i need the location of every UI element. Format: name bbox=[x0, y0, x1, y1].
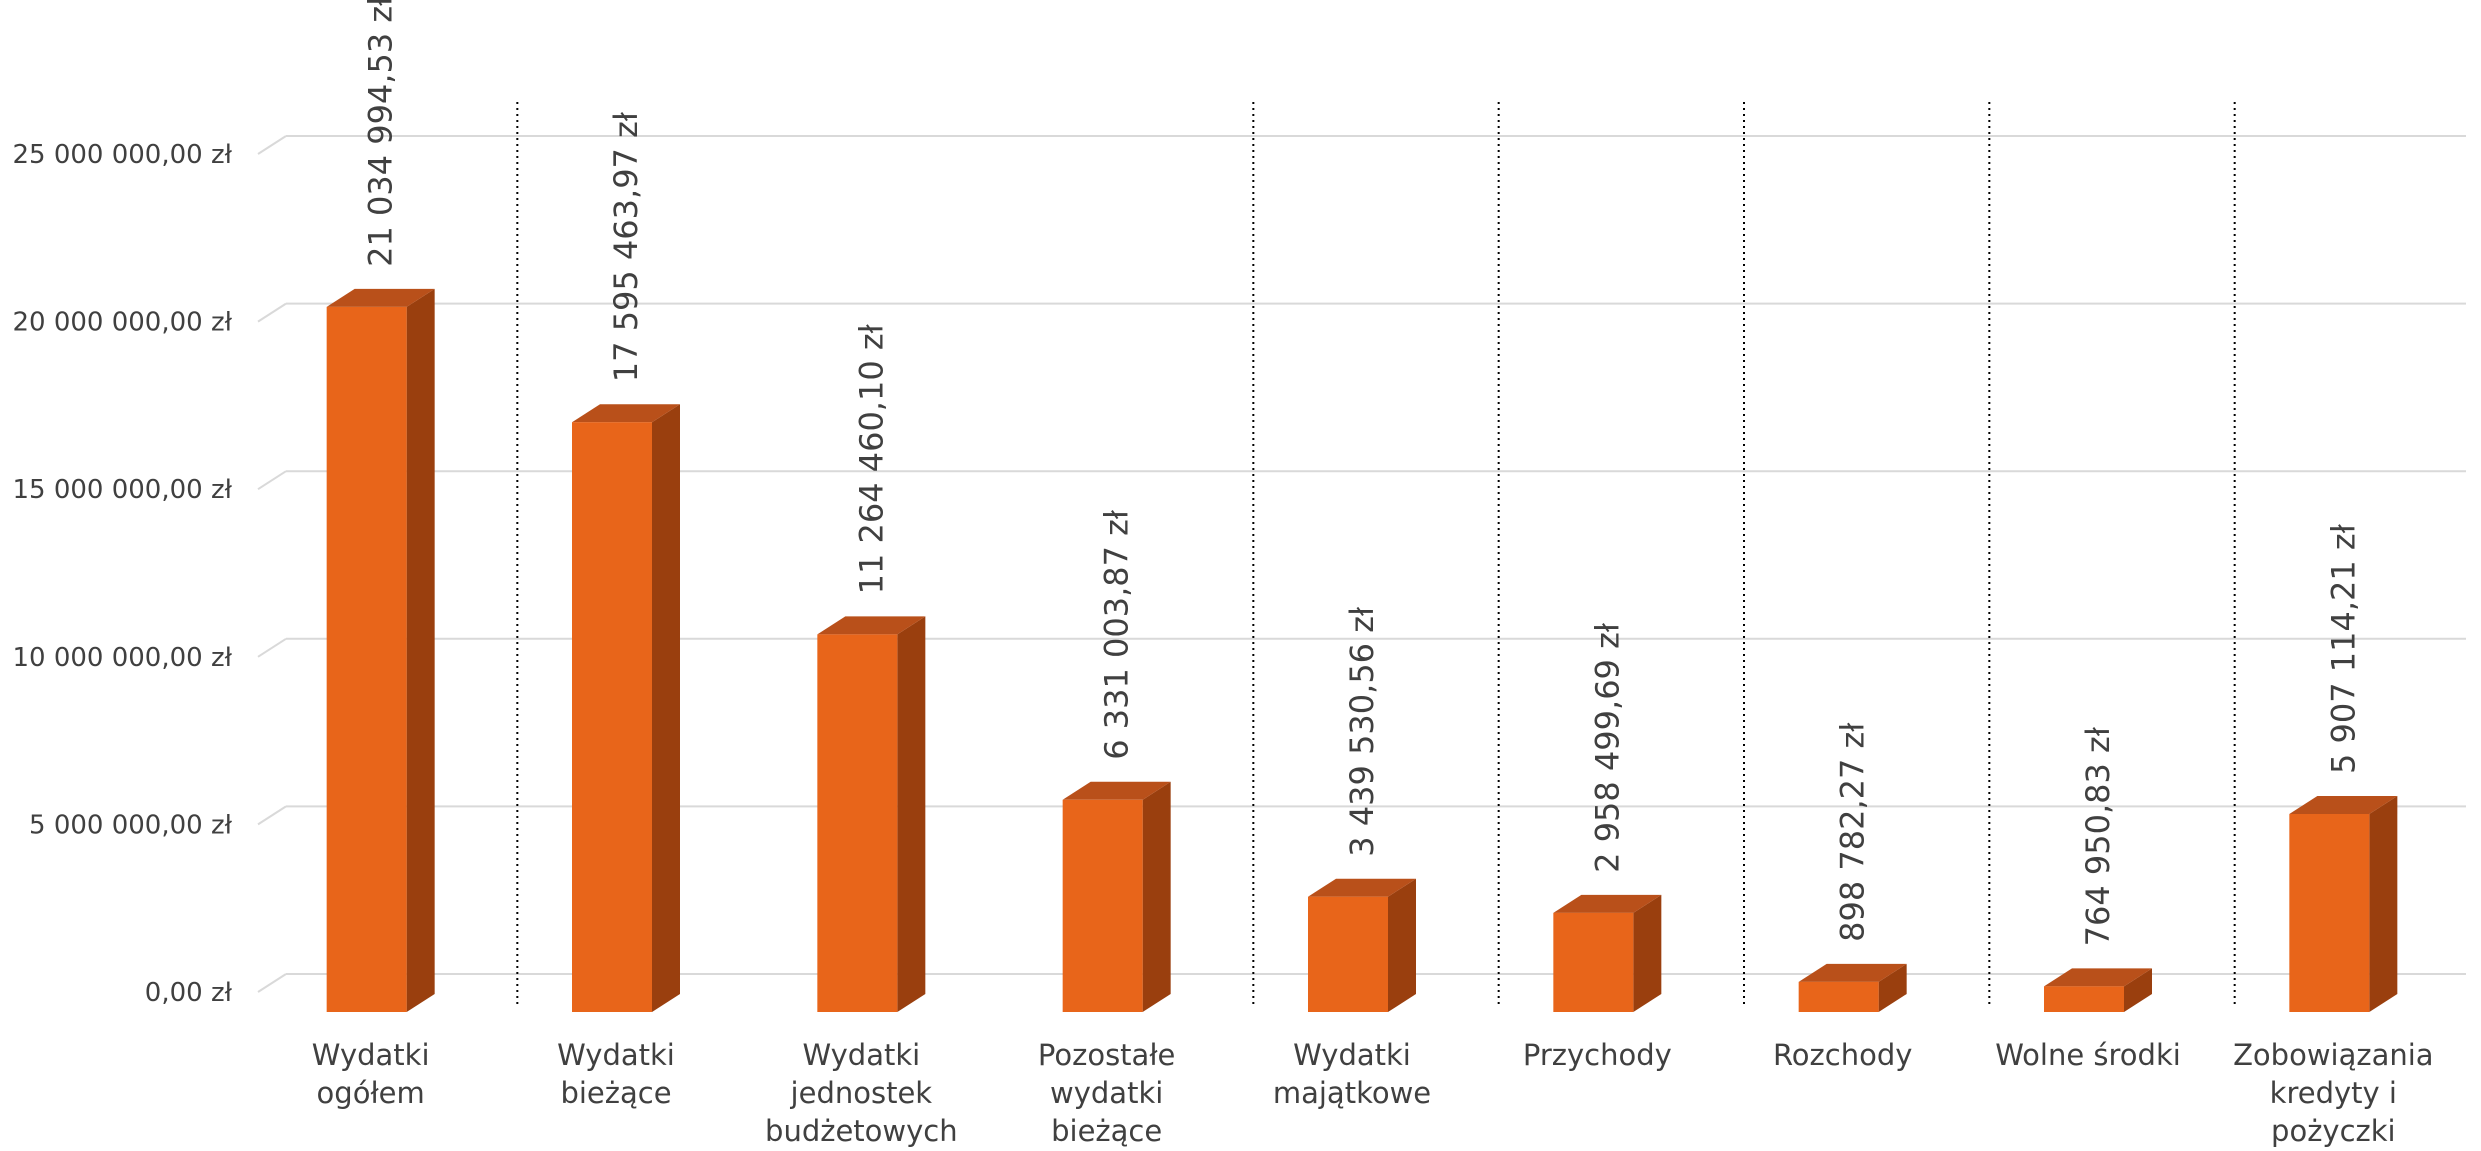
bar-top bbox=[572, 404, 680, 423]
bar-front bbox=[572, 422, 652, 1012]
y-tick-label: 20 000 000,00 zł bbox=[12, 308, 232, 338]
bar-side bbox=[406, 288, 435, 1012]
y-tick-label: 10 000 000,00 zł bbox=[12, 643, 232, 673]
bar-top bbox=[817, 616, 926, 635]
x-tick-label: Zobowiązania bbox=[2233, 1038, 2434, 1072]
x-tick-label: Przychody bbox=[1523, 1038, 1672, 1072]
x-tick-label: ogółem bbox=[317, 1076, 425, 1110]
bar-side bbox=[1388, 878, 1416, 1012]
data-label: 6 331 003,87 zł bbox=[1098, 509, 1136, 760]
x-tick-label: bieżące bbox=[1051, 1114, 1162, 1148]
bar bbox=[572, 404, 680, 1012]
x-tick-label: pożyczki bbox=[2271, 1114, 2396, 1148]
x-tick-label: majątkowe bbox=[1273, 1076, 1431, 1110]
y-tick-label: 5 000 000,00 zł bbox=[29, 810, 233, 840]
x-tick-label: jednostek bbox=[790, 1076, 933, 1110]
bar bbox=[326, 288, 435, 1012]
bar-side bbox=[897, 616, 926, 1012]
bar-front bbox=[817, 634, 898, 1012]
gridline-depth bbox=[257, 470, 287, 491]
gridline-depth bbox=[257, 973, 287, 993]
x-tick-label: Wydatki bbox=[557, 1038, 675, 1072]
bar-side bbox=[2124, 968, 2152, 1012]
bar-side bbox=[2369, 795, 2398, 1012]
bar-front bbox=[1798, 981, 1879, 1012]
gridline-depth bbox=[257, 135, 287, 155]
data-label: 764 950,83 zł bbox=[2079, 726, 2117, 946]
data-label: 3 439 530,56 zł bbox=[1343, 606, 1381, 857]
data-label: 898 782,27 zł bbox=[1834, 722, 1872, 942]
bar-top bbox=[2289, 795, 2398, 814]
x-tick-label: kredyty i bbox=[2270, 1076, 2397, 1110]
bar-top bbox=[2044, 968, 2152, 987]
bar-side bbox=[1878, 963, 1907, 1012]
x-tick-label: bieżące bbox=[560, 1076, 671, 1110]
x-tick-label: Pozostałe bbox=[1038, 1038, 1176, 1072]
bar-front bbox=[2289, 813, 2370, 1012]
bar bbox=[1553, 894, 1662, 1012]
bar-top bbox=[1308, 878, 1416, 897]
bar-top bbox=[326, 288, 435, 307]
bar-front bbox=[1553, 912, 1634, 1012]
bar-front bbox=[326, 306, 407, 1012]
bar-side bbox=[1142, 781, 1171, 1012]
data-label: 21 034 994,53 zł bbox=[362, 0, 400, 267]
bar bbox=[2289, 795, 2398, 1012]
x-tick-label: Wolne środki bbox=[1995, 1038, 2181, 1072]
y-tick-label: 0,00 zł bbox=[145, 978, 233, 1008]
bar bbox=[1798, 963, 1907, 1012]
y-tick-label: 15 000 000,00 zł bbox=[12, 475, 232, 505]
y-tick-label: 25 000 000,00 zł bbox=[12, 140, 232, 170]
x-tick-label: Wydatki bbox=[1293, 1038, 1411, 1072]
bar bbox=[817, 616, 926, 1012]
x-tick-label: budżetowych bbox=[765, 1114, 958, 1148]
bar bbox=[1062, 781, 1171, 1012]
bar-front bbox=[1062, 799, 1143, 1012]
bar-front bbox=[2044, 986, 2124, 1012]
bar-top bbox=[1798, 963, 1907, 982]
bar bbox=[2044, 968, 2152, 1012]
gridline-depth bbox=[257, 805, 287, 826]
gridline bbox=[257, 135, 2466, 155]
gridline-depth bbox=[257, 302, 287, 323]
data-label: 11 264 460,10 zł bbox=[852, 323, 890, 594]
bars bbox=[326, 288, 2398, 1012]
bar-side bbox=[652, 404, 680, 1012]
x-tick-label: wydatki bbox=[1050, 1076, 1163, 1110]
group-separators bbox=[516, 102, 2236, 1004]
x-tick-label: Rozchody bbox=[1773, 1038, 1912, 1072]
bar-front bbox=[1308, 896, 1388, 1012]
data-label: 5 907 114,21 zł bbox=[2324, 523, 2362, 774]
bar-side bbox=[1633, 894, 1662, 1012]
x-tick-label: Wydatki bbox=[802, 1038, 920, 1072]
gridline bbox=[257, 302, 2466, 323]
bar bbox=[1308, 878, 1416, 1012]
data-label: 2 958 499,69 zł bbox=[1588, 622, 1626, 873]
bar-top bbox=[1553, 894, 1662, 913]
x-tick-label: Wydatki bbox=[312, 1038, 430, 1072]
gridline-depth bbox=[257, 637, 287, 658]
data-label: 17 595 463,97 zł bbox=[607, 111, 645, 382]
labels: 0,00 zł 5 000 000,00 zł 10 000 000,00 zł 15… bbox=[12, 0, 2433, 1148]
bar-top bbox=[1062, 781, 1171, 800]
